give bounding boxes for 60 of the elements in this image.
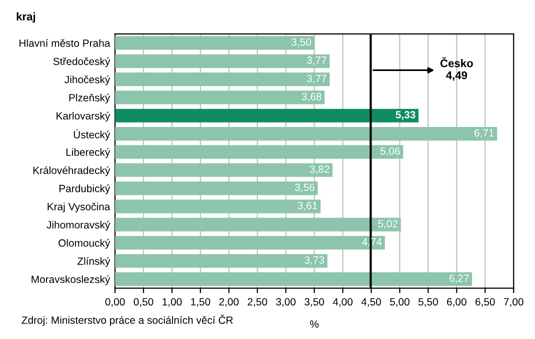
x-tick-label: 2,00 [219,298,239,307]
bar [115,36,314,50]
bar [115,200,321,214]
bar [115,163,333,177]
data-label: 5,06 [380,147,400,156]
y-tick-label: Hlavní město Praha [20,39,110,47]
x-tick-label: 5,50 [418,298,438,307]
bar [115,126,498,141]
bar [115,236,385,250]
x-tick-label: 0,50 [134,298,154,307]
text: Zdroj: Ministerstvo práce a sociálních věcí ČR [22,314,233,326]
x-axis-title: % [310,320,319,328]
y-tick-label: Pardubický [59,184,110,194]
y-tick-label: Královéhradecký [33,166,110,176]
x-tick-label: 4,50 [361,298,381,307]
x-tick-label: 4,00 [332,298,353,307]
bar [115,254,328,268]
y-axis-title: kraj [16,12,36,23]
data-label: 3,73 [304,256,324,265]
x-tick-label: 6,00 [447,298,466,307]
x-tick-label: 2,50 [248,298,268,307]
x-tick-label: 1,50 [191,298,210,307]
data-label: 3,77 [306,74,326,84]
data-label: 6,71 [474,129,494,138]
data-label: 3,50 [292,38,312,48]
bar [115,272,472,286]
bar [115,72,330,86]
x-tick-label: 5,00 [390,298,410,307]
x-tick-label: 7,00 [504,298,524,307]
bar [115,218,401,232]
bar [115,181,318,196]
data-label: 3,68 [302,92,322,102]
data-label: 3,82 [310,166,330,174]
y-tick-label: Jihomoravský [46,220,110,231]
bar [115,54,330,68]
y-tick-label: Ústecký [74,129,110,140]
y-tick-label: Zlínský [78,257,110,267]
bar [115,90,325,104]
x-tick-label: 1,00 [162,298,182,307]
y-tick-label: Plzeňský [69,94,110,104]
y-tick-label: Olomoucký [58,238,110,249]
y-tick-label: Středočeský [53,57,110,68]
data-label: 3,56 [295,184,314,192]
data-label: 5,33 [396,111,416,120]
y-tick-label: Moravskoslezský [32,275,110,286]
x-tick-label: 0,00 [105,298,125,307]
x-tick-label: 3,50 [304,298,324,307]
data-label: 3,77 [306,56,326,66]
bar [115,108,419,122]
y-tick-label: Liberecký [66,148,110,158]
bar [115,145,404,159]
data-label: 6,27 [449,274,469,284]
y-tick-label: Karlovarský [56,112,110,122]
ref-line-label: Česko 4,49 [440,57,473,81]
data-label: 3,61 [298,202,318,210]
y-tick-label: Jihočeský [64,75,110,86]
x-tick-label: 3,00 [276,298,296,307]
x-tick-label: 6,50 [476,298,495,307]
data-label: 5,02 [378,220,398,229]
y-tick-label: Kraj Vysočina [48,202,110,212]
